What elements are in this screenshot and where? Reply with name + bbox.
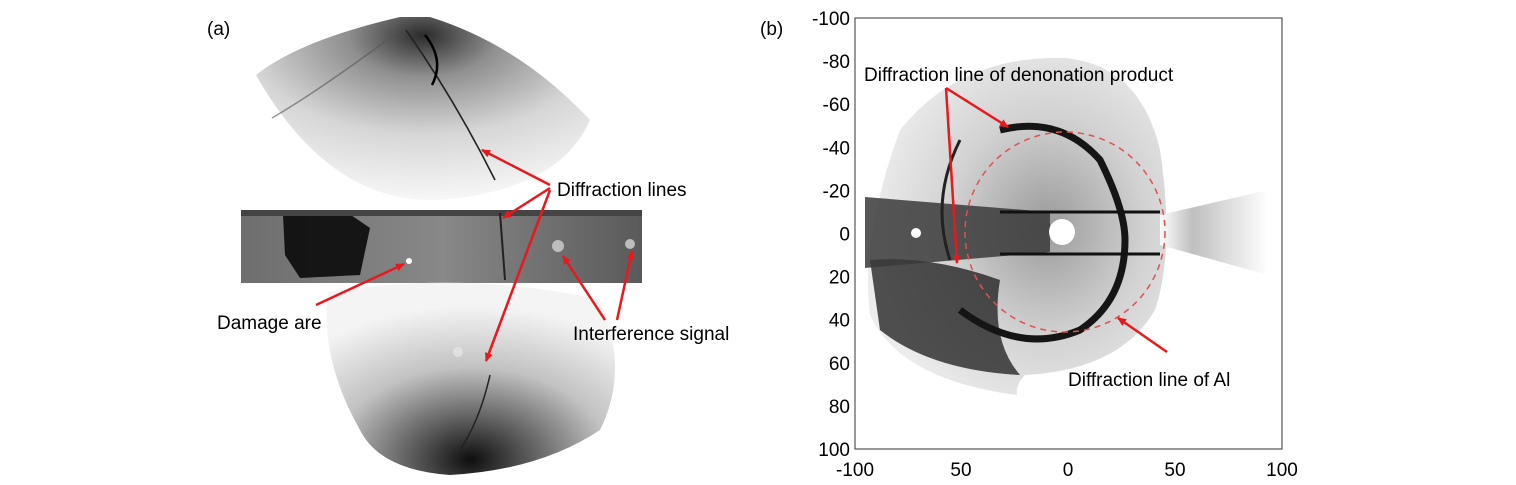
arrow-denonation-2 bbox=[944, 87, 961, 264]
y-tick-label: -80 bbox=[823, 52, 850, 73]
bottom-diffraction-image bbox=[326, 282, 615, 475]
plot-image bbox=[865, 57, 1268, 396]
label-damage: Damage are bbox=[217, 313, 322, 334]
dashed-circle bbox=[964, 131, 1166, 333]
y-tick-label: -20 bbox=[823, 181, 850, 202]
panel-b: (b) -100 -80 -60 -40 -20 0 20 40 60 80 100 bbox=[760, 9, 1298, 481]
x-tick-label: 50 bbox=[1164, 460, 1185, 481]
y-axis: -100 -80 -60 -40 -20 0 20 40 60 80 100 bbox=[812, 9, 850, 461]
arrows-b bbox=[944, 86, 1168, 354]
label-interference: Interference signal bbox=[573, 324, 729, 345]
arrow-al bbox=[1117, 316, 1168, 354]
label-diffraction-lines: Diffraction lines bbox=[557, 180, 687, 201]
arrow-diffraction-top bbox=[481, 148, 551, 187]
top-diffraction-image bbox=[256, 17, 590, 201]
strip-image bbox=[241, 210, 642, 283]
arrow-denonation-1 bbox=[945, 86, 1009, 129]
y-tick-label: -60 bbox=[823, 95, 850, 116]
arrow-interference-1 bbox=[561, 255, 607, 321]
x-tick-label: 100 bbox=[1266, 460, 1298, 481]
label-denonation: Diffraction line of denonation product bbox=[864, 65, 1174, 86]
arrows-a bbox=[315, 148, 635, 362]
panel-a: (a) Diffraction lines Damage are Int bbox=[207, 17, 729, 475]
y-tick-label: -100 bbox=[812, 9, 850, 30]
label-al: Diffraction line of Al bbox=[1068, 370, 1230, 391]
panel-b-label: (b) bbox=[760, 19, 783, 40]
arrow-damage bbox=[315, 262, 405, 307]
y-tick-label: 60 bbox=[829, 354, 850, 375]
x-tick-label: 50 bbox=[950, 460, 971, 481]
x-tick-label: -100 bbox=[836, 460, 874, 481]
y-tick-label: 20 bbox=[829, 268, 850, 289]
arrow-interference-2 bbox=[615, 250, 635, 321]
x-tick-label: 0 bbox=[1063, 460, 1074, 481]
arrow-diffraction-strip bbox=[502, 186, 551, 220]
y-tick-label: 100 bbox=[818, 440, 850, 461]
y-tick-label: -40 bbox=[823, 138, 850, 159]
x-axis: -100 50 0 50 100 bbox=[836, 460, 1298, 481]
y-tick-label: 80 bbox=[829, 397, 850, 418]
y-tick-label: 40 bbox=[829, 311, 850, 332]
y-tick-label: 0 bbox=[839, 225, 850, 246]
panel-a-label: (a) bbox=[207, 19, 230, 40]
arrow-diffraction-bottom bbox=[484, 189, 552, 362]
